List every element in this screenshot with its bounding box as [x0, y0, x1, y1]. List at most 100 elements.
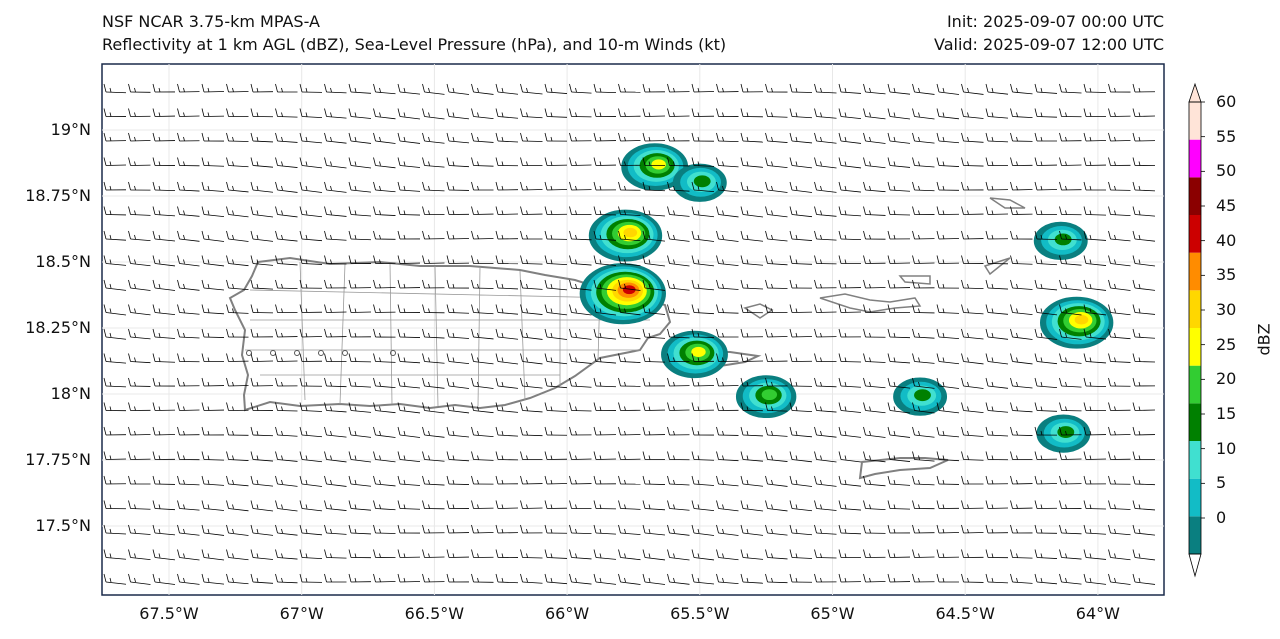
wind-barb: [1083, 500, 1107, 510]
colorbar-tick-label: 40: [1216, 230, 1237, 250]
wind-barb: [226, 524, 249, 536]
wind-barb: [520, 83, 543, 95]
reflectivity-cell: [588, 209, 663, 262]
wind-barb: [1010, 255, 1033, 265]
wind-barb: [569, 83, 592, 94]
wind-barb: [838, 451, 862, 463]
wind-barb: [667, 402, 690, 411]
wind-barb: [961, 157, 984, 167]
wind-barb: [250, 157, 274, 168]
wind-barb: [1108, 83, 1131, 93]
reflectivity-cell: [672, 163, 727, 202]
wind-barb: [471, 108, 494, 119]
wind-barb: [177, 353, 200, 363]
wind-barb: [838, 524, 862, 535]
reflectivity-cell: [893, 377, 948, 416]
wind-barb: [642, 255, 666, 267]
wind-barb: [936, 573, 960, 583]
wind-barb: [422, 475, 445, 486]
wind-barb: [789, 500, 813, 512]
wind-barb: [716, 549, 739, 561]
lon-tick-label: 65°W: [810, 604, 855, 623]
wind-barb: [397, 573, 421, 583]
wind-barb: [152, 524, 176, 536]
wind-barb: [618, 475, 641, 485]
wind-barb: [152, 206, 176, 217]
wind-barb: [152, 157, 176, 166]
wind-barb: [520, 132, 543, 142]
wind-barb: [152, 573, 176, 585]
wind-barb: [103, 500, 127, 510]
wind-barb: [544, 304, 568, 316]
wind-barb: [128, 549, 151, 561]
dbz-contour: [623, 227, 638, 238]
wind-barb: [1010, 157, 1033, 166]
wind-barb: [177, 524, 200, 536]
wind-barb: [128, 524, 151, 535]
wind-barb: [275, 328, 298, 338]
lon-tick-label: 64.5°W: [935, 604, 995, 623]
wind-barb: [103, 230, 127, 241]
wind-barb: [740, 573, 764, 584]
wind-barb: [324, 500, 347, 511]
wind-barb: [520, 524, 543, 534]
wind-barb: [1132, 451, 1156, 460]
wind-barb: [716, 230, 739, 242]
wind-barb: [961, 475, 984, 485]
wind-barb: [912, 549, 935, 558]
wind-barb: [495, 549, 519, 558]
lon-tick-label: 66°W: [545, 604, 590, 623]
wind-barb: [814, 475, 837, 487]
wind-barb: [1010, 573, 1033, 584]
colorbar-segment: [1189, 290, 1201, 328]
wind-barb: [691, 500, 715, 512]
wind-barb: [593, 328, 617, 340]
wind-barb: [299, 255, 323, 265]
dbz-contour: [651, 159, 666, 170]
wind-barb: [814, 573, 837, 583]
wind-barb: [152, 230, 176, 242]
wind-barb: [152, 255, 176, 267]
wind-barb: [324, 549, 347, 559]
wind-barb: [275, 451, 298, 462]
wind-barb: [103, 255, 127, 266]
wind-barb: [569, 328, 592, 340]
wind-barb: [520, 402, 543, 413]
wind-barb: [422, 181, 445, 192]
wind-barb: [177, 549, 200, 561]
wind-barb: [765, 451, 788, 462]
wind-barb: [299, 132, 323, 144]
st-croix-outline: [858, 457, 949, 480]
wind-barb: [1010, 279, 1033, 290]
wind-barb: [1034, 524, 1058, 534]
wind-barb: [397, 255, 421, 264]
wind-barb: [152, 108, 176, 117]
wind-barb: [985, 549, 1009, 559]
wind-barb: [765, 524, 788, 536]
wind-barb: [471, 402, 494, 414]
wind-barb: [422, 108, 445, 120]
wind-barb: [128, 132, 151, 142]
wind-barb: [495, 108, 519, 119]
wind-barb: [520, 451, 543, 460]
wind-barb: [275, 279, 298, 290]
wind-barb: [422, 377, 445, 389]
wind-barb: [642, 108, 666, 117]
wind-barb: [789, 304, 813, 313]
wind-barb: [593, 377, 617, 388]
wind-barb: [299, 426, 323, 438]
wind-barb: [1059, 132, 1082, 142]
wind-barb: [250, 426, 274, 437]
wind-barb: [691, 524, 715, 536]
wind-barb: [422, 500, 445, 510]
wind-barb: [495, 426, 519, 437]
wind-barb: [1059, 83, 1082, 94]
lon-tick-label: 64°W: [1075, 604, 1120, 623]
wind-barb: [201, 500, 225, 511]
wind-barb: [373, 426, 396, 438]
wind-barb: [1034, 328, 1058, 340]
wind-barb: [348, 157, 372, 169]
wind-barb: [226, 108, 249, 117]
wind-barb: [789, 549, 813, 559]
wind-barb: [1059, 402, 1082, 412]
